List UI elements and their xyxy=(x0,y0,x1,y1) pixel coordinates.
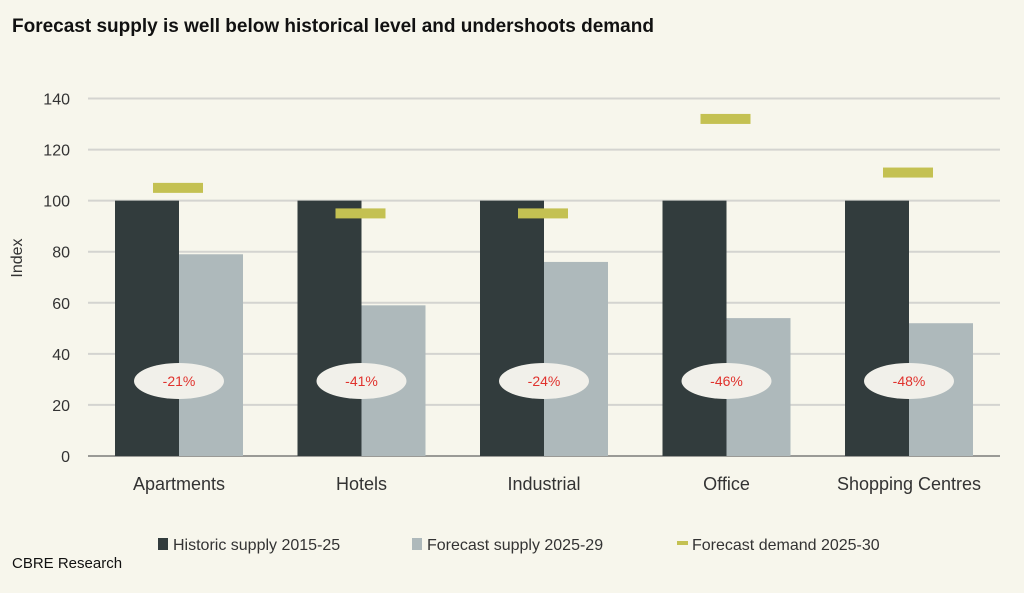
historic-bar xyxy=(297,200,362,456)
change-label: -46% xyxy=(710,373,743,389)
demand-marker xyxy=(335,208,386,219)
x-tick-label: Office xyxy=(703,474,750,494)
y-tick-label: 120 xyxy=(43,143,70,160)
legend-swatch xyxy=(412,538,422,550)
legend-label: Historic supply 2015-25 xyxy=(173,537,340,554)
change-label: -41% xyxy=(345,373,378,389)
historic-bar xyxy=(480,200,544,456)
x-tick-label: Apartments xyxy=(133,474,225,494)
demand-marker xyxy=(153,182,203,193)
y-tick-label: 100 xyxy=(43,194,70,211)
y-tick-label: 140 xyxy=(43,92,70,109)
change-badge xyxy=(316,363,407,399)
y-tick-label: 0 xyxy=(61,449,70,466)
demand-marker xyxy=(518,208,568,219)
forecast-bar xyxy=(544,261,608,456)
x-tick-label: Industrial xyxy=(507,474,580,494)
change-badge xyxy=(134,363,224,399)
change-label: -24% xyxy=(528,373,561,389)
y-tick-label: 60 xyxy=(52,296,70,313)
change-badge xyxy=(864,363,954,399)
y-axis-label: Index xyxy=(9,238,26,277)
forecast-bar xyxy=(179,254,243,456)
historic-bar xyxy=(115,200,179,456)
legend-swatch xyxy=(158,538,168,550)
legend-label: Forecast demand 2025-30 xyxy=(692,537,880,554)
demand-marker xyxy=(700,113,751,124)
historic-bar xyxy=(662,200,727,456)
y-tick-label: 80 xyxy=(52,245,70,262)
change-label: -48% xyxy=(893,373,926,389)
change-label: -21% xyxy=(163,373,196,389)
chart-title: Forecast supply is well below historical… xyxy=(12,16,654,37)
y-tick-label: 40 xyxy=(52,347,70,364)
legend-swatch xyxy=(677,541,688,545)
source-label: CBRE Research xyxy=(12,555,123,572)
demand-marker xyxy=(883,167,933,178)
legend-label: Forecast supply 2025-29 xyxy=(427,537,603,554)
change-badge xyxy=(499,363,589,399)
historic-bar xyxy=(845,200,909,456)
change-badge xyxy=(681,363,772,399)
y-tick-label: 20 xyxy=(52,398,70,415)
x-tick-label: Hotels xyxy=(336,474,387,494)
x-tick-label: Shopping Centres xyxy=(837,474,981,494)
